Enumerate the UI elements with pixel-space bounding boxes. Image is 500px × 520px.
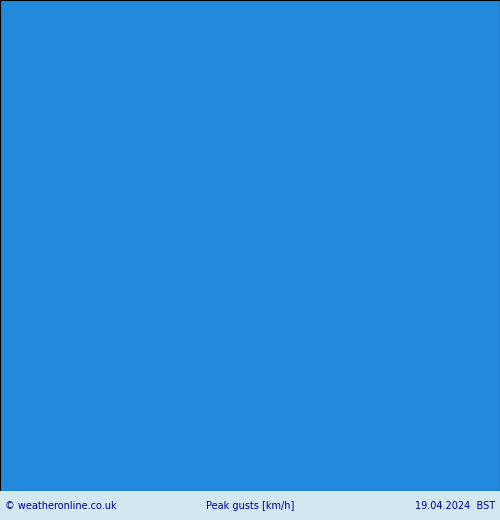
Text: Peak gusts [km/h]: Peak gusts [km/h] bbox=[206, 501, 294, 511]
Text: © weatheronline.co.uk: © weatheronline.co.uk bbox=[5, 501, 116, 511]
Text: 19.04.2024  BST: 19.04.2024 BST bbox=[415, 501, 495, 511]
